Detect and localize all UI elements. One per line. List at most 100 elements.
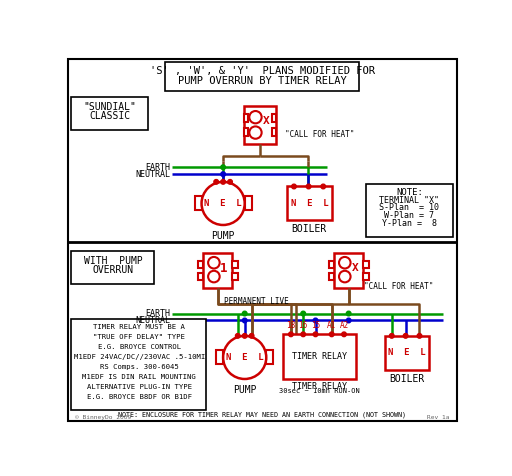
Bar bbox=[287, 187, 332, 220]
Text: E.G. BROYCE CONTROL: E.G. BROYCE CONTROL bbox=[98, 344, 181, 349]
Bar bbox=[72, 97, 148, 129]
Bar bbox=[72, 251, 154, 284]
Circle shape bbox=[249, 334, 254, 338]
Circle shape bbox=[301, 332, 306, 337]
Circle shape bbox=[242, 334, 247, 338]
Text: 30sec ~ 10mn RUN-ON: 30sec ~ 10mn RUN-ON bbox=[279, 388, 360, 394]
Bar bbox=[195, 197, 202, 210]
Circle shape bbox=[249, 111, 262, 123]
Circle shape bbox=[339, 257, 351, 268]
Text: PUMP: PUMP bbox=[233, 385, 257, 395]
Bar bbox=[245, 197, 251, 210]
Text: "TRUE OFF DELAY" TYPE: "TRUE OFF DELAY" TYPE bbox=[93, 334, 185, 339]
Circle shape bbox=[346, 318, 351, 323]
Text: Y-Plan =  8: Y-Plan = 8 bbox=[382, 219, 437, 228]
Text: "CALL FOR HEAT": "CALL FOR HEAT" bbox=[285, 129, 354, 139]
Circle shape bbox=[292, 184, 296, 189]
Bar bbox=[366, 184, 453, 237]
Bar bbox=[385, 336, 430, 370]
Text: TIMER RELAY: TIMER RELAY bbox=[292, 382, 347, 391]
Text: ALTERNATIVE PLUG-IN TYPE: ALTERNATIVE PLUG-IN TYPE bbox=[87, 384, 191, 389]
Bar bbox=[364, 273, 369, 280]
Text: PERMANENT LIVE: PERMANENT LIVE bbox=[224, 298, 289, 307]
Bar bbox=[216, 350, 223, 364]
Text: EARTH: EARTH bbox=[145, 163, 170, 172]
Text: EARTH: EARTH bbox=[145, 309, 170, 318]
Text: BOILER: BOILER bbox=[292, 224, 327, 234]
Text: M1EDF 24VAC/DC//230VAC .5-10MI: M1EDF 24VAC/DC//230VAC .5-10MI bbox=[74, 354, 205, 359]
Bar bbox=[266, 350, 273, 364]
Text: RS Comps. 300-6045: RS Comps. 300-6045 bbox=[100, 364, 179, 369]
Text: NEUTRAL: NEUTRAL bbox=[135, 169, 170, 178]
Bar bbox=[329, 273, 334, 280]
Circle shape bbox=[403, 334, 408, 338]
Text: NOTE: ENCLOSURE FOR TIMER RELAY MAY NEED AN EARTH CONNECTION (NOT SHOWN): NOTE: ENCLOSURE FOR TIMER RELAY MAY NEED… bbox=[118, 411, 407, 418]
Text: WITH  PUMP: WITH PUMP bbox=[83, 256, 142, 266]
Bar bbox=[198, 273, 203, 280]
Bar bbox=[232, 273, 238, 280]
Bar bbox=[198, 261, 203, 268]
Circle shape bbox=[249, 127, 262, 139]
Text: 'S' , 'W', & 'Y'  PLANS MODIFIED FOR: 'S' , 'W', & 'Y' PLANS MODIFIED FOR bbox=[150, 66, 375, 76]
Circle shape bbox=[339, 271, 351, 282]
Text: Rev 1a: Rev 1a bbox=[427, 415, 450, 420]
Text: M1EDF IS DIN RAIL MOUNTING: M1EDF IS DIN RAIL MOUNTING bbox=[82, 374, 196, 379]
Text: 18: 18 bbox=[286, 321, 295, 330]
Text: E.G. BROYCE B8DF OR B1DF: E.G. BROYCE B8DF OR B1DF bbox=[87, 394, 191, 400]
Circle shape bbox=[306, 184, 311, 189]
Text: "CALL FOR HEAT": "CALL FOR HEAT" bbox=[364, 282, 434, 291]
Circle shape bbox=[342, 332, 346, 337]
Circle shape bbox=[221, 179, 225, 184]
Text: A1: A1 bbox=[327, 321, 336, 330]
Bar bbox=[165, 62, 359, 91]
Text: "SUNDIAL": "SUNDIAL" bbox=[83, 102, 136, 112]
Circle shape bbox=[208, 257, 220, 268]
Circle shape bbox=[221, 172, 225, 177]
Text: N  E  L: N E L bbox=[290, 199, 328, 208]
Text: N  E  L: N E L bbox=[204, 199, 242, 208]
Text: N  E  L: N E L bbox=[388, 348, 426, 357]
Text: PUMP OVERRUN BY TIMER RELAY: PUMP OVERRUN BY TIMER RELAY bbox=[178, 76, 347, 86]
Text: OVERRUN: OVERRUN bbox=[93, 265, 134, 275]
Circle shape bbox=[346, 311, 351, 316]
Circle shape bbox=[390, 334, 394, 338]
Text: NEUTRAL: NEUTRAL bbox=[135, 316, 170, 325]
Text: TIMER RELAY MUST BE A: TIMER RELAY MUST BE A bbox=[93, 324, 185, 329]
Bar bbox=[364, 261, 369, 268]
Bar bbox=[72, 319, 206, 410]
Text: PUMP: PUMP bbox=[211, 231, 235, 241]
Text: TERMINAL "X": TERMINAL "X" bbox=[379, 196, 439, 205]
Text: 15: 15 bbox=[311, 321, 320, 330]
Text: A2: A2 bbox=[339, 321, 349, 330]
Bar bbox=[272, 128, 276, 136]
Circle shape bbox=[223, 336, 266, 379]
Circle shape bbox=[228, 179, 232, 184]
Bar bbox=[244, 114, 248, 122]
Circle shape bbox=[289, 332, 293, 337]
Bar bbox=[232, 261, 238, 268]
Text: 16: 16 bbox=[298, 321, 308, 330]
Text: CLASSIC: CLASSIC bbox=[90, 111, 131, 121]
Circle shape bbox=[321, 184, 326, 189]
Circle shape bbox=[202, 182, 245, 225]
Bar bbox=[203, 253, 232, 288]
Circle shape bbox=[301, 311, 306, 316]
Circle shape bbox=[313, 332, 318, 337]
Text: © BinneyDo 2009: © BinneyDo 2009 bbox=[75, 415, 131, 420]
Circle shape bbox=[313, 318, 318, 323]
Text: S-Plan  = 10: S-Plan = 10 bbox=[379, 203, 439, 212]
Text: 1: 1 bbox=[220, 262, 228, 275]
Bar bbox=[244, 128, 248, 136]
Circle shape bbox=[417, 334, 422, 338]
Text: X: X bbox=[263, 116, 270, 126]
Text: TIMER RELAY: TIMER RELAY bbox=[292, 352, 347, 361]
Text: BOILER: BOILER bbox=[390, 374, 425, 384]
Bar bbox=[272, 114, 276, 122]
Circle shape bbox=[236, 334, 240, 338]
Circle shape bbox=[329, 332, 334, 337]
Bar bbox=[283, 334, 356, 379]
Bar bbox=[244, 106, 276, 144]
Circle shape bbox=[208, 271, 220, 282]
Bar bbox=[329, 261, 334, 268]
Text: N  E  L: N E L bbox=[226, 353, 264, 362]
